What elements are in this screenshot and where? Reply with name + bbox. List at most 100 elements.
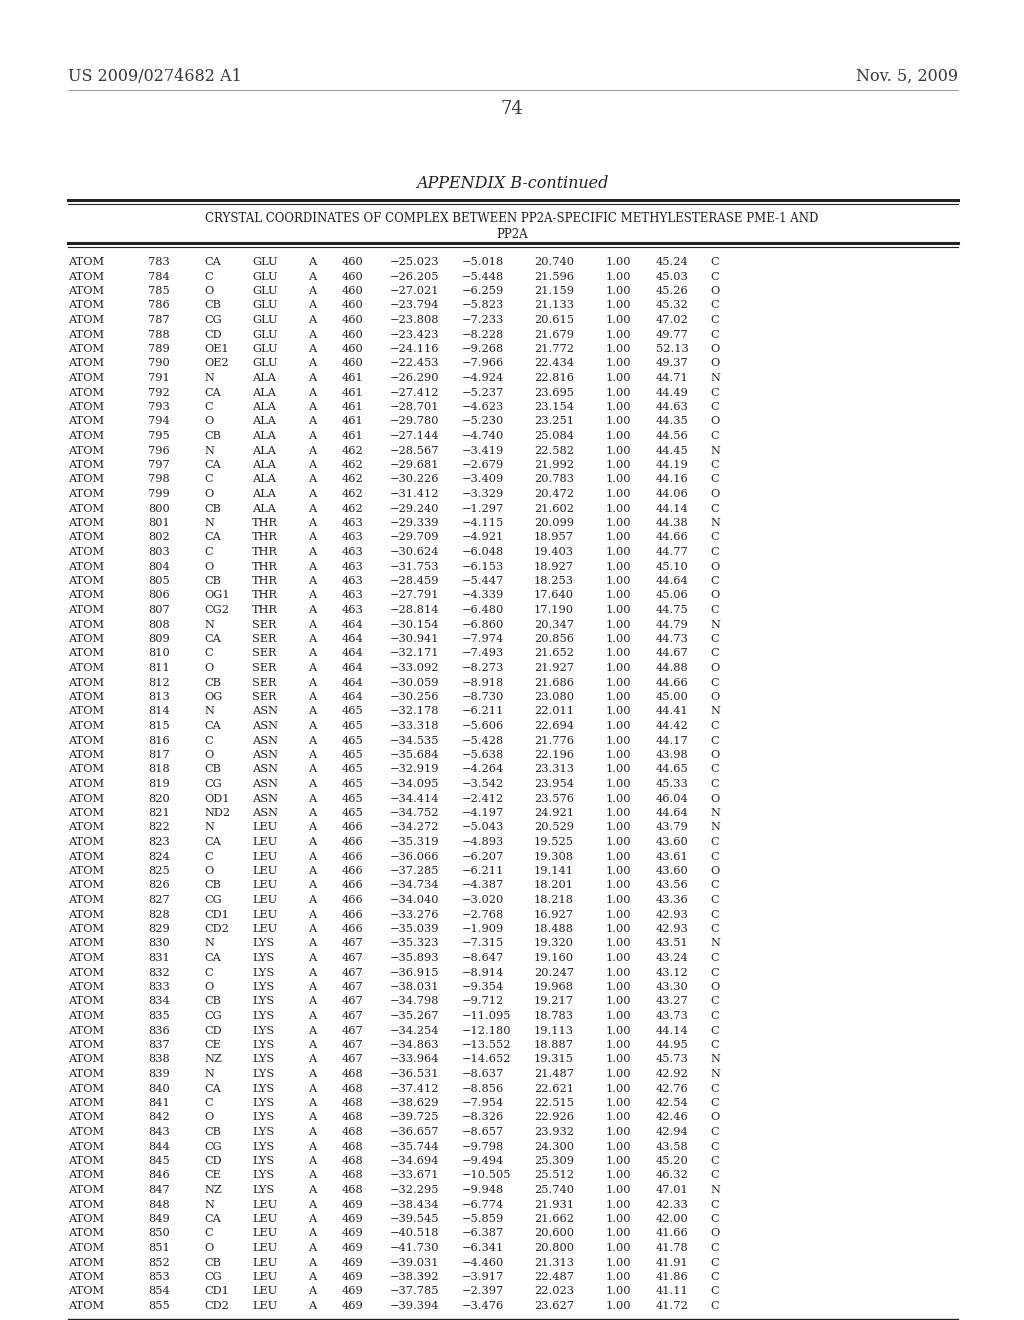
Text: A: A (308, 330, 316, 339)
Text: 845: 845 (148, 1156, 170, 1166)
Text: ATOM: ATOM (68, 286, 104, 296)
Text: LEU: LEU (252, 1287, 278, 1296)
Text: 830: 830 (148, 939, 170, 949)
Text: ATOM: ATOM (68, 576, 104, 586)
Text: A: A (308, 459, 316, 470)
Text: −12.180: −12.180 (462, 1026, 512, 1035)
Text: 462: 462 (342, 446, 364, 455)
Text: ATOM: ATOM (68, 1055, 104, 1064)
Text: −34.040: −34.040 (390, 895, 439, 906)
Text: 1.00: 1.00 (606, 793, 632, 804)
Text: −5.823: −5.823 (462, 301, 504, 310)
Text: NZ: NZ (204, 1055, 222, 1064)
Text: C: C (710, 503, 719, 513)
Text: 18.488: 18.488 (534, 924, 574, 935)
Text: −38.434: −38.434 (390, 1200, 439, 1209)
Text: 21.679: 21.679 (534, 330, 574, 339)
Text: −6.387: −6.387 (462, 1229, 504, 1238)
Text: −34.535: −34.535 (390, 735, 439, 746)
Text: OE2: OE2 (204, 359, 228, 368)
Text: 800: 800 (148, 503, 170, 513)
Text: 18.253: 18.253 (534, 576, 574, 586)
Text: 43.24: 43.24 (656, 953, 689, 964)
Text: ATOM: ATOM (68, 909, 104, 920)
Text: 846: 846 (148, 1171, 170, 1180)
Text: 467: 467 (342, 939, 364, 949)
Text: 468: 468 (342, 1171, 364, 1180)
Text: −4.197: −4.197 (462, 808, 504, 818)
Text: −5.018: −5.018 (462, 257, 504, 267)
Text: 1.00: 1.00 (606, 446, 632, 455)
Text: N: N (710, 446, 720, 455)
Text: 43.73: 43.73 (656, 1011, 689, 1020)
Text: 813: 813 (148, 692, 170, 702)
Text: OG1: OG1 (204, 590, 229, 601)
Text: 23.313: 23.313 (534, 764, 574, 775)
Text: −7.954: −7.954 (462, 1098, 504, 1107)
Text: 23.627: 23.627 (534, 1302, 574, 1311)
Text: A: A (308, 750, 316, 760)
Text: CD1: CD1 (204, 1287, 229, 1296)
Text: 1.00: 1.00 (606, 272, 632, 281)
Text: A: A (308, 446, 316, 455)
Text: −6.860: −6.860 (462, 619, 504, 630)
Text: 851: 851 (148, 1243, 170, 1253)
Text: ALA: ALA (252, 474, 276, 484)
Text: 42.46: 42.46 (656, 1113, 689, 1122)
Text: O: O (204, 417, 213, 426)
Text: 1.00: 1.00 (606, 517, 632, 528)
Text: CA: CA (204, 532, 221, 543)
Text: 795: 795 (148, 432, 170, 441)
Text: 1.00: 1.00 (606, 330, 632, 339)
Text: CB: CB (204, 576, 221, 586)
Text: LYS: LYS (252, 1011, 274, 1020)
Text: 42.93: 42.93 (656, 924, 689, 935)
Text: 468: 468 (342, 1156, 364, 1166)
Text: −34.752: −34.752 (390, 808, 439, 818)
Text: A: A (308, 561, 316, 572)
Text: −9.712: −9.712 (462, 997, 504, 1006)
Text: A: A (308, 997, 316, 1006)
Text: 462: 462 (342, 459, 364, 470)
Text: 22.621: 22.621 (534, 1084, 574, 1093)
Text: 469: 469 (342, 1200, 364, 1209)
Text: ATOM: ATOM (68, 808, 104, 818)
Text: 840: 840 (148, 1084, 170, 1093)
Text: N: N (710, 619, 720, 630)
Text: 802: 802 (148, 532, 170, 543)
Text: ATOM: ATOM (68, 953, 104, 964)
Text: ATOM: ATOM (68, 619, 104, 630)
Text: 467: 467 (342, 997, 364, 1006)
Text: 41.66: 41.66 (656, 1229, 689, 1238)
Text: 465: 465 (342, 779, 364, 789)
Text: 1.00: 1.00 (606, 677, 632, 688)
Text: LYS: LYS (252, 1171, 274, 1180)
Text: ATOM: ATOM (68, 1200, 104, 1209)
Text: −25.023: −25.023 (390, 257, 439, 267)
Text: 786: 786 (148, 301, 170, 310)
Text: C: C (710, 648, 719, 659)
Text: 1.00: 1.00 (606, 1200, 632, 1209)
Text: 19.320: 19.320 (534, 939, 574, 949)
Text: LYS: LYS (252, 1026, 274, 1035)
Text: 463: 463 (342, 532, 364, 543)
Text: LEU: LEU (252, 909, 278, 920)
Text: A: A (308, 634, 316, 644)
Text: 20.347: 20.347 (534, 619, 574, 630)
Text: 465: 465 (342, 706, 364, 717)
Text: 20.600: 20.600 (534, 1229, 574, 1238)
Text: 52.13: 52.13 (656, 345, 689, 354)
Text: 814: 814 (148, 706, 170, 717)
Text: 44.71: 44.71 (656, 374, 689, 383)
Text: 1.00: 1.00 (606, 301, 632, 310)
Text: 854: 854 (148, 1287, 170, 1296)
Text: ATOM: ATOM (68, 663, 104, 673)
Text: A: A (308, 648, 316, 659)
Text: CD2: CD2 (204, 1302, 229, 1311)
Text: A: A (308, 374, 316, 383)
Text: 832: 832 (148, 968, 170, 978)
Text: A: A (308, 779, 316, 789)
Text: 43.36: 43.36 (656, 895, 689, 906)
Text: 462: 462 (342, 503, 364, 513)
Text: CG: CG (204, 315, 222, 325)
